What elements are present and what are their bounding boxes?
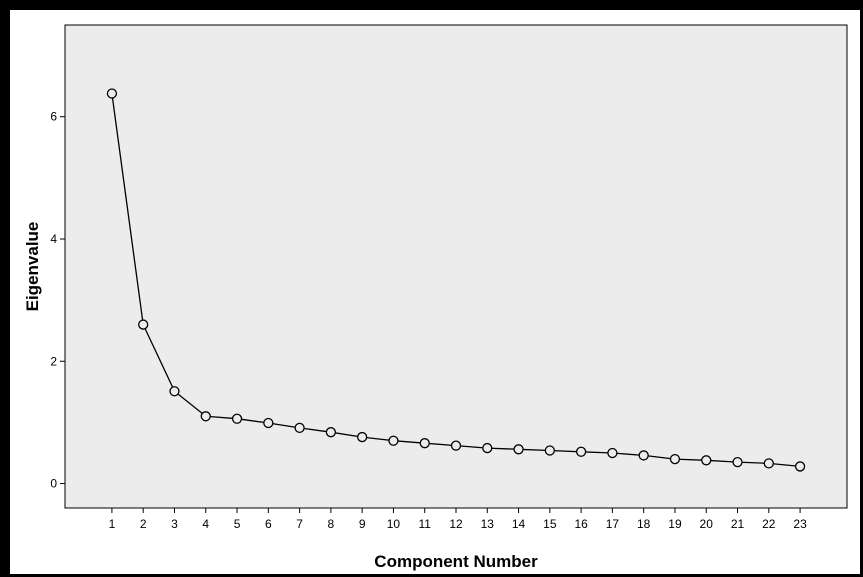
x-tick-label: 1 [109, 517, 116, 531]
x-tick-label: 13 [481, 517, 495, 531]
x-tick-label: 9 [359, 517, 366, 531]
x-tick-label: 6 [265, 517, 272, 531]
data-point [513, 444, 524, 455]
data-point [794, 461, 806, 472]
y-axis-title: Eigenvalue [23, 222, 42, 312]
x-tick-label: 5 [234, 517, 241, 531]
y-axis: 0 2 4 6 [50, 110, 65, 491]
x-tick-label: 23 [793, 517, 807, 531]
x-tick-label: 8 [328, 517, 335, 531]
data-point [388, 435, 399, 446]
plot-area [64, 24, 848, 509]
y-tick-label: 6 [50, 110, 57, 124]
x-tick-label: 17 [606, 517, 620, 531]
data-point [138, 319, 149, 330]
data-point [263, 417, 274, 429]
data-point [763, 458, 774, 469]
x-tick-label: 22 [762, 517, 776, 531]
data-point [169, 386, 180, 397]
y-tick-label: 4 [50, 232, 57, 246]
data-point [482, 442, 493, 454]
y-tick-label: 2 [50, 354, 57, 368]
x-tick-label: 18 [637, 517, 651, 531]
x-tick-label: 11 [418, 517, 431, 531]
x-tick-label: 10 [387, 517, 401, 531]
x-tick-label: 15 [543, 517, 557, 531]
data-point [575, 446, 587, 457]
data-point [544, 445, 555, 456]
data-point [669, 453, 681, 465]
data-point [732, 456, 743, 468]
x-tick-label: 3 [171, 517, 178, 531]
data-point [294, 422, 305, 434]
data-point [450, 440, 462, 451]
x-tick-label: 20 [700, 517, 714, 531]
data-point [607, 447, 618, 459]
x-tick-label: 16 [574, 517, 588, 531]
data-point [357, 431, 368, 443]
x-tick-label: 4 [202, 517, 209, 531]
x-tick-label: 7 [296, 517, 303, 531]
data-point [701, 455, 712, 466]
data-point [200, 411, 211, 422]
x-tick-label: 12 [449, 517, 463, 531]
data-points [106, 88, 806, 472]
x-tick-label: 19 [668, 517, 682, 531]
data-point [419, 438, 430, 449]
data-point [106, 88, 118, 99]
data-point [325, 427, 337, 438]
x-tick-label: 2 [140, 517, 147, 531]
x-tick-label: 14 [512, 517, 526, 531]
data-point [638, 450, 649, 461]
y-tick-label: 0 [50, 477, 57, 491]
x-axis-title: Component Number [374, 552, 538, 571]
x-axis: 1 2 3 4 5 6 7 8 9 10 11 12 13 14 15 16 17 18 19 20 21 22 23 [109, 508, 807, 531]
data-point [231, 413, 243, 424]
x-tick-label: 21 [731, 517, 745, 531]
